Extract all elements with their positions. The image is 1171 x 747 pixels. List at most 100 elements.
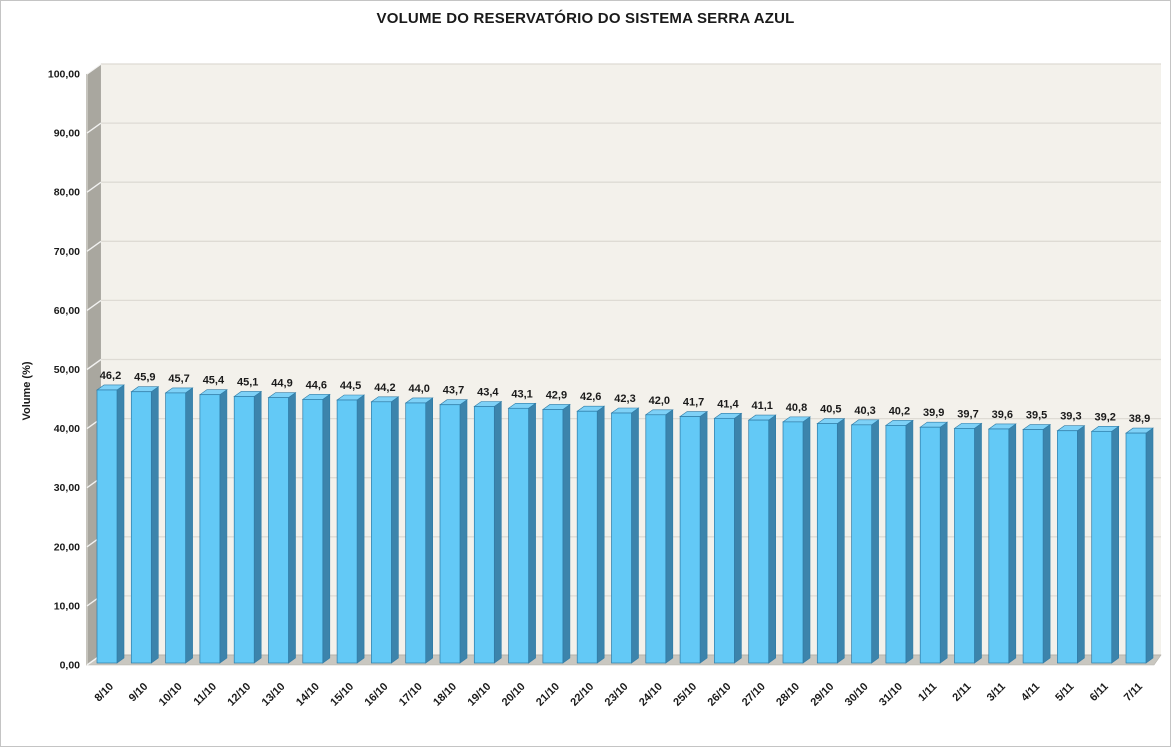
bar-group: 41,7 25/10: [671, 397, 709, 709]
x-tick-label: 4/11: [1019, 681, 1042, 704]
x-tick-label: 29/10: [808, 681, 836, 709]
y-tick-label: 20,00: [54, 541, 80, 553]
bar-value-label: 43,7: [443, 385, 464, 397]
bar-value-label: 40,8: [786, 402, 807, 414]
bar-front: [508, 407, 529, 664]
side-wall-tick: [86, 299, 102, 311]
x-tick-label: 1/11: [916, 681, 939, 704]
bar-front: [645, 414, 667, 664]
side-wall-tick: [86, 63, 102, 75]
side-wall-tick: [86, 122, 102, 134]
bar-front: [714, 417, 735, 664]
bar-front: [885, 425, 907, 664]
bar-front: [130, 391, 152, 664]
bar-group: 46,2 8/10: [92, 370, 125, 705]
x-tick-label: 11/10: [191, 681, 219, 709]
bar-side: [665, 409, 674, 664]
y-tick-label: 60,00: [54, 305, 80, 317]
bar-side: [1042, 423, 1051, 664]
bar-group: 45,1 12/10: [225, 376, 263, 709]
y-tick-label: 70,00: [54, 246, 80, 258]
bar-side: [1077, 425, 1085, 664]
bar-group: 40,2 31/10: [877, 405, 914, 709]
bar-value-label: 39,7: [957, 408, 978, 420]
x-tick-label: 12/10: [225, 681, 253, 709]
bar-side: [391, 396, 399, 664]
bar-value-label: 40,2: [889, 405, 910, 417]
x-tick-label: 24/10: [637, 681, 665, 709]
x-tick-label: 8/10: [92, 681, 116, 705]
x-tick-label: 23/10: [603, 681, 631, 709]
bar-front: [1022, 429, 1044, 664]
y-tick-label: 0,00: [60, 660, 81, 672]
x-tick-label: 2/11: [950, 681, 973, 704]
bar-group: 43,1 20/10: [500, 388, 537, 709]
bar-value-label: 43,4: [477, 387, 499, 399]
bar-side: [116, 384, 125, 664]
bar-group: 42,0 24/10: [637, 395, 674, 709]
x-tick-label: 16/10: [363, 681, 391, 709]
bar-value-label: 41,7: [683, 397, 704, 409]
bar-front: [851, 424, 872, 664]
bar-value-label: 39,6: [992, 409, 1013, 421]
bar-value-label: 45,1: [237, 376, 258, 388]
bar-value-label: 44,5: [340, 380, 361, 392]
x-tick-label: 22/10: [568, 681, 596, 709]
bar-front: [679, 416, 701, 664]
bar-front: [748, 419, 770, 664]
x-tick-label: 27/10: [740, 681, 768, 709]
bar-side: [905, 419, 914, 664]
y-tick-label: 90,00: [54, 128, 80, 140]
bar-group: 43,4 19/10: [465, 387, 503, 709]
bar-front: [988, 428, 1010, 664]
bar-value-label: 42,0: [649, 395, 670, 407]
bar-value-label: 44,0: [408, 383, 429, 395]
bar-group: 42,3 23/10: [603, 393, 640, 709]
bar-group: 39,6 3/11: [985, 409, 1017, 704]
bar-group: 39,9 1/11: [916, 407, 949, 704]
bar-front: [542, 409, 564, 664]
bar-front: [268, 397, 289, 664]
bar-side: [1111, 425, 1119, 664]
bar-front: [1057, 430, 1078, 664]
bar-group: 42,9 21/10: [534, 389, 571, 709]
bar-side: [322, 393, 331, 664]
bar-front: [611, 412, 632, 664]
bar-group: 42,6 22/10: [568, 391, 606, 709]
x-tick-label: 7/11: [1122, 681, 1145, 704]
bar-front: [233, 396, 255, 664]
bar-side: [802, 416, 811, 664]
bar-side: [699, 410, 708, 664]
y-tick-label: 100,00: [48, 69, 80, 81]
bar-side: [288, 392, 296, 664]
bar-group: 38,9 7/11: [1122, 413, 1154, 704]
chart-title: VOLUME DO RESERVATÓRIO DO SISTEMA SERRA …: [376, 10, 795, 27]
bar-side: [1145, 427, 1154, 664]
bar-side: [493, 400, 502, 664]
bar-value-label: 44,2: [374, 382, 395, 394]
bar-value-label: 38,9: [1129, 413, 1150, 425]
x-tick-label: 13/10: [260, 681, 288, 709]
bar-value-label: 39,2: [1094, 411, 1115, 423]
bar-side: [459, 399, 468, 664]
bar-front: [1091, 430, 1113, 664]
bar-group: 39,7 2/11: [950, 408, 983, 704]
x-tick-label: 10/10: [157, 681, 185, 709]
x-tick-label: 31/10: [877, 681, 905, 709]
x-tick-label: 14/10: [294, 681, 322, 709]
bar-side: [974, 422, 982, 664]
x-tick-label: 25/10: [671, 681, 699, 709]
bar-front: [336, 399, 358, 664]
bar-group: 45,4 11/10: [191, 375, 228, 709]
bar-side: [185, 387, 193, 664]
bar-value-label: 41,1: [751, 400, 772, 412]
bar-value-label: 40,5: [820, 404, 841, 416]
bar-front: [96, 389, 118, 664]
bar-value-label: 39,5: [1026, 410, 1047, 422]
bar-value-label: 39,9: [923, 407, 944, 419]
x-tick-label: 3/11: [985, 681, 1008, 704]
x-tick-label: 28/10: [774, 681, 802, 709]
bar-side: [253, 390, 262, 664]
bar-value-label: 42,9: [546, 389, 567, 401]
